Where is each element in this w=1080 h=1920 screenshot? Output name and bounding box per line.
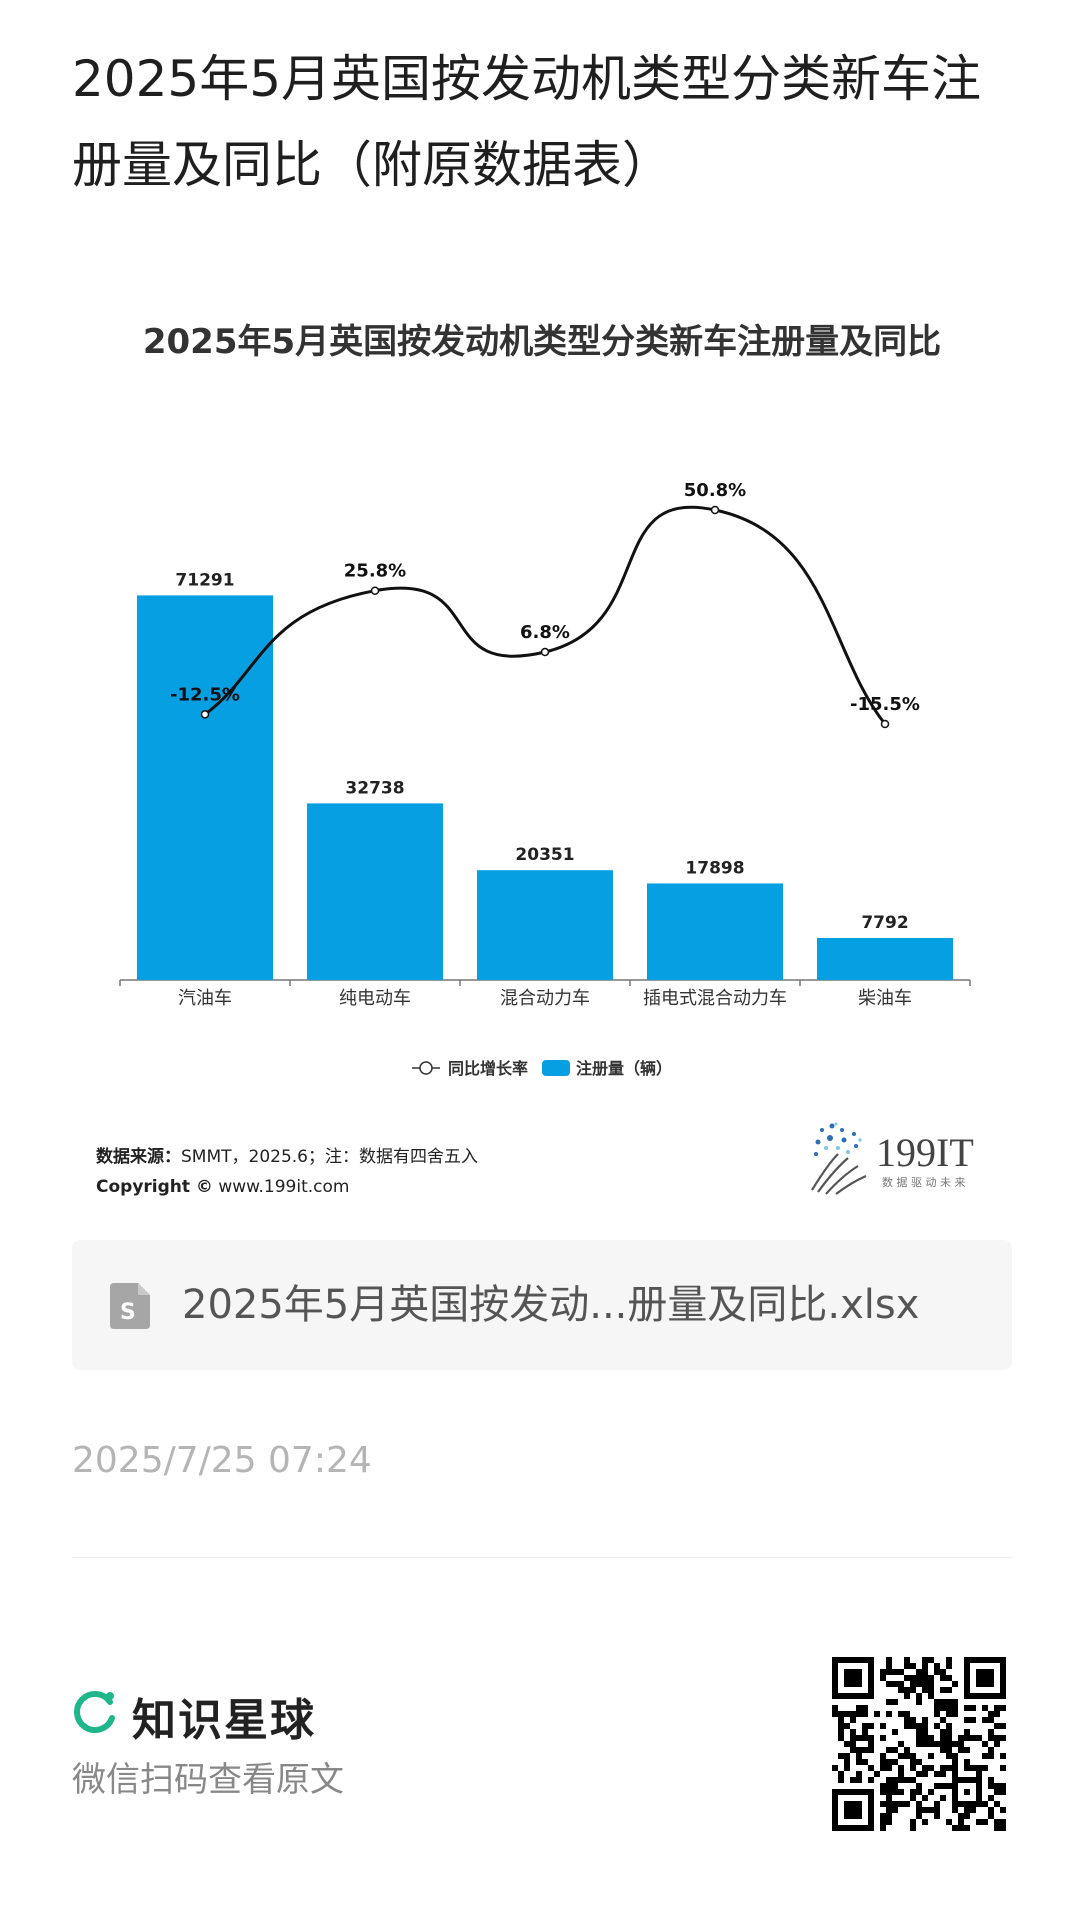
legend-line-label: 同比增长率 <box>448 1059 528 1078</box>
chart-svg: 71291 汽油车 32738 纯电动车 20351 混合动力车 17898 插电式混合动力车… <box>119 480 971 1078</box>
legend-bar-label: 注册量（辆） <box>576 1059 672 1078</box>
growth-rate-label: -12.5% <box>170 684 240 705</box>
category-label: 插电式混合动力车 <box>643 988 787 1009</box>
timestamp: 2025/7/25 07:24 <box>72 1440 372 1481</box>
spreadsheet-file-icon: S <box>110 1283 150 1329</box>
logo-tagline: 数 据 驱 动 未 来 <box>882 1175 965 1189</box>
growth-rate-point <box>200 710 210 719</box>
page-title: 2025年5月英国按发动机类型分类新车注册量及同比（附原数据表） <box>72 50 982 194</box>
planet-ring-icon <box>74 1691 115 1733</box>
growth-rate-label: 25.8% <box>344 561 406 582</box>
brand-name: 知识星球 <box>132 1695 316 1746</box>
bar-3 <box>477 870 613 980</box>
copyright-text: www.199it.com <box>218 1177 350 1197</box>
file-attachment[interactable]: S 2025年5月英国按发动...册量及同比.xlsx <box>72 1240 1012 1370</box>
bar-value-label: 17898 <box>685 858 744 878</box>
growth-rate-label: -15.5% <box>850 694 920 715</box>
legend-bar-swatch <box>542 1060 570 1076</box>
qr-code-icon <box>832 1657 1006 1831</box>
copyright-label: Copyright © <box>96 1177 213 1197</box>
growth-rate-point <box>710 505 720 515</box>
bar-value-label: 20351 <box>515 845 574 865</box>
growth-rate-point <box>880 719 890 729</box>
category-label: 混合动力车 <box>500 988 590 1009</box>
legend-line-marker <box>419 1061 433 1075</box>
bar-value-label: 32738 <box>345 778 404 798</box>
bar-value-label: 7792 <box>861 913 908 933</box>
bar-2 <box>307 803 443 980</box>
bar-5 <box>817 937 953 980</box>
growth-rate-label: 6.8% <box>520 622 570 643</box>
source-text: SMMT，2025.6；注：数据有四舍五入 <box>181 1147 478 1167</box>
category-label: 柴油车 <box>858 988 912 1009</box>
growth-rate-point <box>540 647 550 657</box>
dandelion-logo-icon: 199IT 数 据 驱 动 未 来 <box>811 1122 974 1195</box>
growth-rate-point <box>370 586 380 595</box>
bar-value-label: 71291 <box>175 570 234 590</box>
file-name[interactable]: 2025年5月英国按发动...册量及同比.xlsx <box>182 1282 920 1328</box>
bar-1 <box>137 595 273 980</box>
bar-4 <box>647 883 783 980</box>
source-label: 数据来源： <box>96 1147 181 1167</box>
svg-text:S: S <box>120 1300 136 1325</box>
category-label: 汽油车 <box>178 988 232 1009</box>
growth-rate-label: 50.8% <box>684 480 746 501</box>
chart-card: 2025年5月英国按发动机类型分类新车注册量及同比 71291 汽油车 32738 纯… <box>72 290 1012 1230</box>
chart-title: 2025年5月英国按发动机类型分类新车注册量及同比 <box>142 322 942 362</box>
growth-rate-line <box>204 505 887 725</box>
logo-text: 199IT <box>876 1130 974 1175</box>
category-label: 纯电动车 <box>339 988 411 1009</box>
source-note: 数据来源：SMMT，2025.6；注：数据有四舍五入 Copyright © w… <box>96 1142 478 1202</box>
divider <box>72 1557 1012 1558</box>
scan-hint: 微信扫码查看原文 <box>72 1760 344 1800</box>
